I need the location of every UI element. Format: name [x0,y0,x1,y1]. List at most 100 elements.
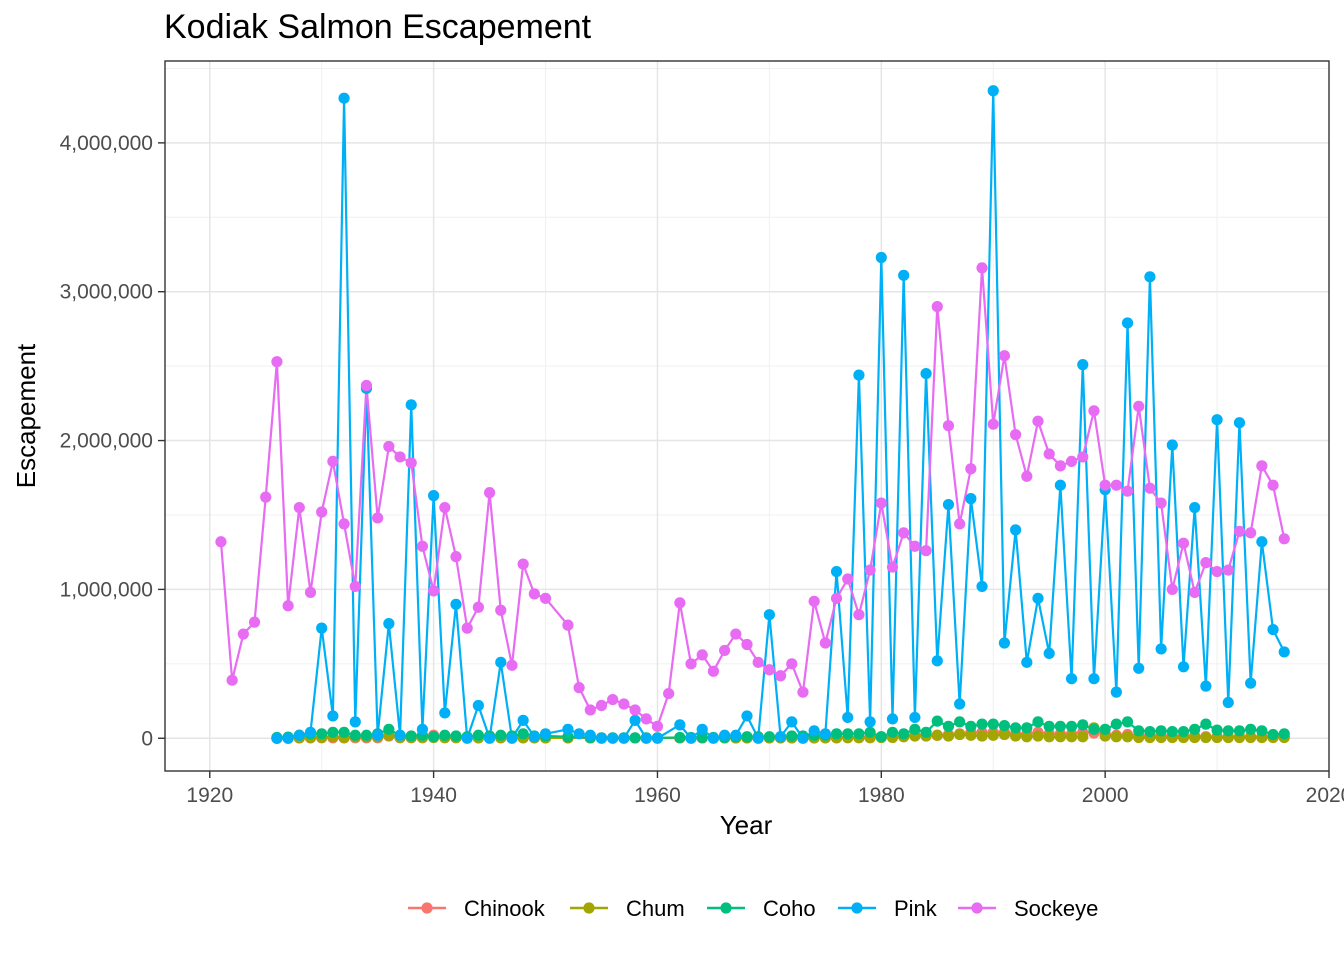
data-point-sockeye [1088,405,1100,417]
chart-title: Kodiak Salmon Escapement [164,8,592,46]
data-point-sockeye [327,455,339,467]
data-point-sockeye [517,558,529,570]
data-point-coho [909,723,921,735]
data-point-pink [987,85,999,97]
data-point-sockeye [248,616,261,628]
data-point-coho [1189,723,1201,735]
data-point-sockeye [394,451,406,463]
data-point-sockeye [1166,583,1178,596]
data-point-pink [931,655,943,667]
y-tick-label: 2,000,000 [60,430,153,453]
data-point-pink [1278,646,1290,658]
data-point-sockeye [931,301,943,313]
data-point-coho [976,718,988,730]
data-point-pink [282,732,294,744]
data-point-sockeye [1177,537,1190,549]
data-point-coho [886,726,899,738]
data-point-sockeye [640,713,652,725]
y-tick-label: 1,000,000 [60,578,153,601]
data-point-coho [1077,719,1089,731]
data-point-sockeye [237,628,249,640]
data-point-coho [1166,725,1178,738]
data-point-sockeye [797,686,809,698]
data-point-sockeye [461,622,473,634]
data-point-sockeye [607,693,619,706]
data-point-pink [293,729,305,741]
data-point-pink [853,369,865,381]
data-point-pink [942,498,955,511]
data-point-coho [495,729,507,741]
data-point-sockeye [886,561,899,573]
data-point-pink [763,609,775,621]
data-point-coho [1065,720,1078,732]
data-point-sockeye [1144,482,1156,494]
data-point-coho [942,720,955,732]
y-tick-label: 3,000,000 [60,281,153,304]
data-point-pink [584,729,596,741]
panel-border [164,60,1330,772]
data-point-coho [965,720,977,732]
data-point-coho [405,730,417,742]
data-point-pink [640,732,652,744]
legend-label-chinook: Chinook [464,896,546,921]
data-point-pink [808,725,820,737]
data-point-sockeye [1065,455,1078,467]
panel-background [165,61,1329,771]
data-point-coho [830,728,843,740]
data-point-sockeye [1211,565,1223,578]
data-point-pink [674,719,686,731]
data-point-sockeye [618,698,630,710]
data-point-sockeye [875,497,887,509]
data-point-pink [920,367,932,380]
x-axis-title: Year [720,810,773,840]
data-point-sockeye [1200,557,1212,569]
data-point-sockeye [360,379,373,392]
data-point-sockeye [472,601,484,613]
legend: Chinook Chum Coho Pink Sockeye [408,896,1098,921]
legend-key-point-coho [720,902,732,914]
data-point-pink [998,637,1011,649]
data-point-pink [439,707,451,719]
data-point-sockeye [1233,525,1246,537]
data-point-sockeye [528,588,540,600]
data-point-chum [1021,731,1033,743]
data-point-sockeye [1267,479,1279,491]
data-point-sockeye [808,595,820,607]
data-point-pink [1032,592,1044,604]
data-point-pink [696,723,708,735]
data-point-pink [1155,643,1167,655]
data-point-sockeye [562,619,574,631]
data-point-pink [461,732,473,744]
data-point-sockeye [752,656,764,668]
data-point-coho [875,731,887,743]
y-axis: 0 1,000,000 2,000,000 3,000,000 4,000,000 [60,132,165,750]
data-point-pink [349,716,361,728]
data-point-sockeye [271,356,283,368]
data-point-pink [730,729,742,741]
x-tick-label: 1940 [410,784,457,807]
data-point-sockeye [483,487,496,499]
data-point-pink [450,598,462,610]
data-point-coho [517,728,529,740]
data-point-chum [1043,731,1055,743]
data-point-coho [1133,725,1145,737]
data-point-coho [1099,723,1111,735]
data-point-coho [1155,725,1167,737]
data-point-pink [327,710,339,722]
data-point-pink [428,490,440,502]
data-point-sockeye [293,501,305,514]
data-point-coho [428,731,440,743]
data-point-sockeye [864,564,876,576]
data-point-coho [383,723,395,735]
data-point-coho [1110,718,1122,730]
data-point-sockeye [976,262,988,274]
data-point-coho [898,728,910,740]
data-point-pink [1077,359,1089,371]
data-point-pink [786,716,798,728]
data-point-sockeye [629,704,641,716]
data-point-coho [1200,718,1212,730]
data-point-sockeye [1110,479,1122,491]
data-point-sockeye [1077,451,1089,463]
data-point-chum [976,730,988,742]
